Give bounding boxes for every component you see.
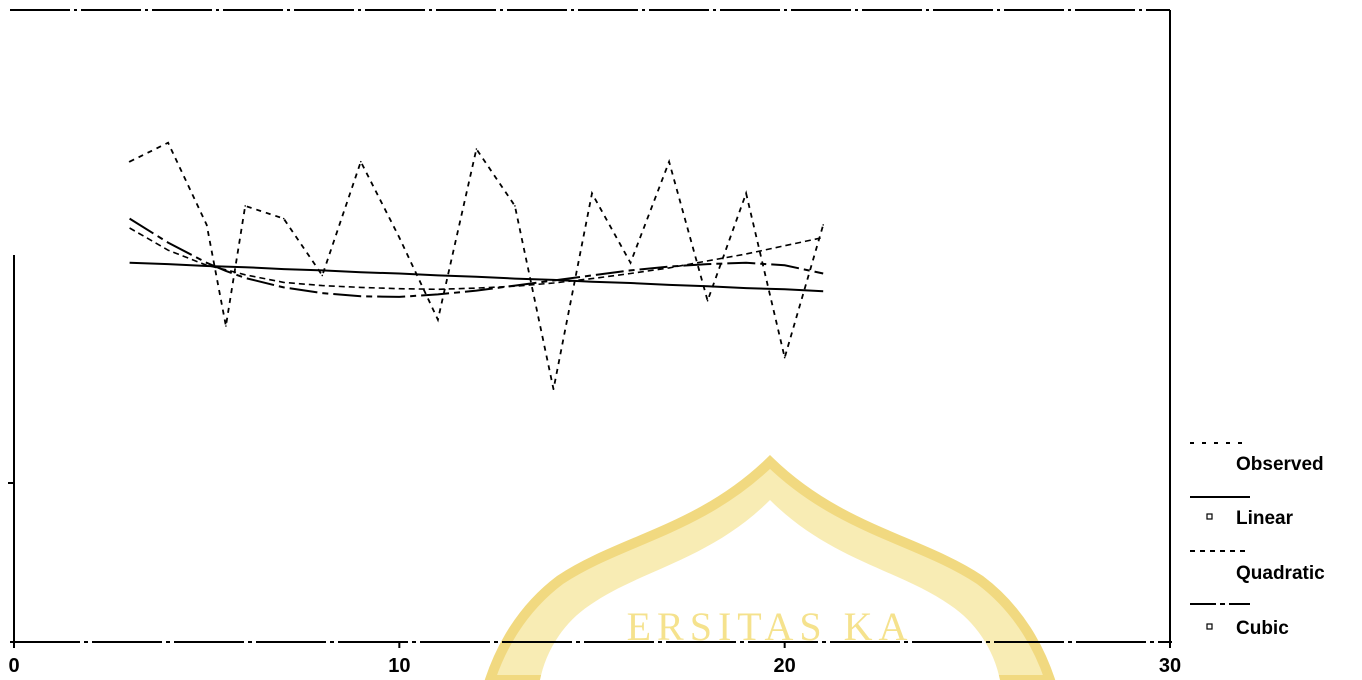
series-line-quadratic: [129, 227, 824, 291]
legend-label-cubic: Cubic: [1236, 618, 1289, 639]
watermark-inner: [540, 500, 1000, 680]
observed-point: [668, 160, 670, 163]
series-line-cubic: [129, 217, 824, 298]
observed-point: [552, 388, 555, 391]
observed-point: [321, 274, 324, 277]
watermark-seal: ERSITAS KA: [484, 455, 1056, 680]
observed-point: [225, 325, 227, 327]
legend-marker-icon: [1206, 623, 1213, 630]
observed-point: [706, 299, 709, 302]
series-line-observed: [129, 141, 825, 390]
series-layer: [128, 141, 825, 391]
observed-point: [822, 224, 824, 226]
x-ticks: 0 10 20 30: [8, 642, 1181, 677]
observed-point: [745, 192, 747, 195]
axes: [8, 9, 1172, 643]
legend-label-quadratic: Quadratic: [1236, 563, 1325, 584]
observed-point: [475, 148, 478, 150]
observed-point: [282, 217, 285, 220]
observed-point: [167, 141, 169, 144]
x-tick-label: 0: [8, 655, 19, 677]
x-tick-label: 20: [774, 655, 796, 677]
legend: Observed Linear Quadratic Cubic: [1190, 442, 1325, 639]
legend-label-observed: Observed: [1236, 454, 1324, 475]
observed-point: [205, 224, 208, 226]
observed-point: [591, 192, 593, 195]
series-line-linear: [129, 261, 824, 293]
x-tick-label: 30: [1159, 655, 1181, 677]
legend-label-linear: Linear: [1236, 508, 1294, 529]
observed-point: [244, 205, 246, 207]
legend-marker-icon: [1206, 513, 1213, 520]
observed-point: [398, 236, 401, 239]
x-tick-label: 10: [388, 655, 410, 677]
observed-point: [437, 318, 439, 321]
observed-point: [128, 160, 131, 163]
observed-point: [360, 160, 362, 163]
observed-point: [783, 356, 786, 359]
observed-point: [514, 205, 516, 207]
observed-point: [629, 262, 632, 264]
